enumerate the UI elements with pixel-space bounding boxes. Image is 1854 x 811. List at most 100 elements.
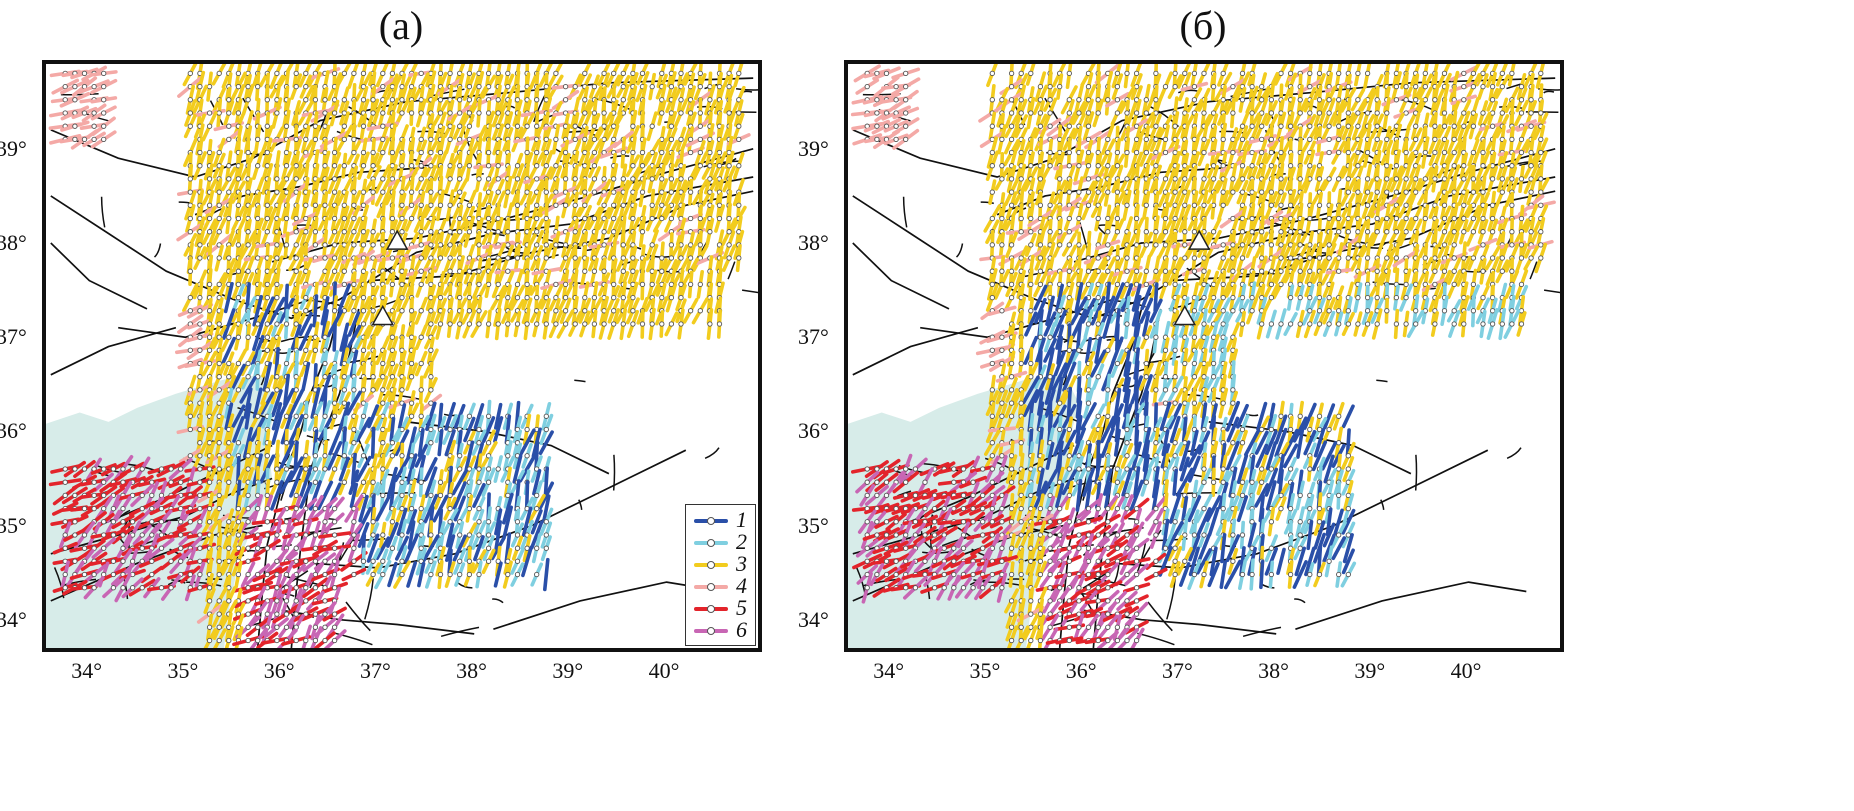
station-dot [380,123,386,129]
station-dot [591,123,598,129]
fault-segment [984,457,1022,476]
station-dot [187,571,193,578]
stress-bar [1215,164,1232,194]
fault-line [996,166,1229,216]
stress-bar [1437,113,1452,139]
station-dot [274,387,280,393]
station-dot [331,611,338,617]
station-dot [428,163,434,169]
stress-bar [1104,83,1111,116]
stress-bar [1082,111,1095,142]
station-dot [437,294,444,301]
station-dot [649,281,655,288]
fault-segment [1338,110,1372,123]
station-dot [1124,97,1130,103]
station-dot [62,97,68,103]
station-dot [572,136,578,143]
stress-bar [1209,138,1218,167]
station-dot [1268,176,1275,182]
station-dot [360,387,367,393]
stress-bar [1325,71,1334,102]
stress-bar [1514,99,1529,127]
station-dot [1143,110,1149,116]
station-dot [1230,176,1236,182]
stress-bar [1315,148,1343,157]
station-dot [255,255,261,261]
station-dot [1239,189,1246,195]
station-dot [418,163,424,169]
station-dot [1403,163,1409,169]
stress-bar [1041,151,1059,180]
station-dot [428,532,434,538]
station-dot [293,242,299,248]
station-dot [399,229,405,235]
station-dot [553,136,559,143]
station-dot [264,97,270,103]
station-dot [380,189,386,195]
station-dot [235,83,242,90]
station-dot [437,321,444,327]
station-dot [322,453,328,459]
station-dot [389,334,396,340]
fault-segment [1271,221,1311,236]
station-dot [293,176,299,182]
stress-bar [1431,165,1439,193]
legend-item: 4 [694,573,747,598]
stress-bar [1306,64,1313,90]
fault-segment [1172,321,1185,326]
station-dot [1538,163,1544,169]
station-dot [553,202,559,208]
station-dot [1413,123,1419,129]
station-dot [1528,149,1534,156]
station-dot [1316,189,1323,195]
station-dot [457,97,463,103]
station-dot [418,202,424,208]
station-dot [736,70,742,77]
station-dot [283,360,290,367]
station-dot [1509,97,1515,103]
station-dot [668,189,675,195]
station-dot [582,136,588,143]
fault-segment [1063,340,1078,344]
station-dot [235,532,242,538]
station-dot [216,611,222,617]
station-dot [1268,123,1275,129]
stress-bar [1485,127,1500,152]
station-dot [678,110,684,116]
station-dot [534,505,540,512]
station-dot [418,308,424,314]
fault-segment [1086,514,1102,520]
station-dot [524,189,530,195]
station-dot [1114,110,1121,116]
stress-bar [979,130,1005,148]
station-dot [187,426,193,433]
station-dot [370,149,376,156]
station-dot [370,281,376,288]
station-dot [197,83,203,90]
stress-bar [1103,152,1113,180]
stress-bar [1518,164,1525,193]
station-dot [1355,110,1361,116]
x-tick-label: 38° [456,658,487,683]
station-dot [1018,163,1024,169]
stress-bar [1480,139,1486,166]
station-dot [485,479,492,485]
station-dot [1461,83,1467,90]
station-dot [216,321,222,327]
station-dot [1297,189,1303,195]
fault-segment [1529,261,1538,280]
station-dot [1095,149,1101,156]
station-dot [726,83,732,90]
stress-bar [998,90,1025,109]
station-dot [110,505,117,512]
stress-bar [1496,97,1509,129]
station-dot [630,268,636,274]
station-dot [611,308,617,314]
stress-bar [1062,127,1076,151]
stress-bar [312,294,319,328]
station-dot [245,571,251,578]
fault-segment [1422,259,1441,266]
station-dot [1307,123,1313,129]
station-dot [322,637,328,644]
station-dot [562,281,569,288]
